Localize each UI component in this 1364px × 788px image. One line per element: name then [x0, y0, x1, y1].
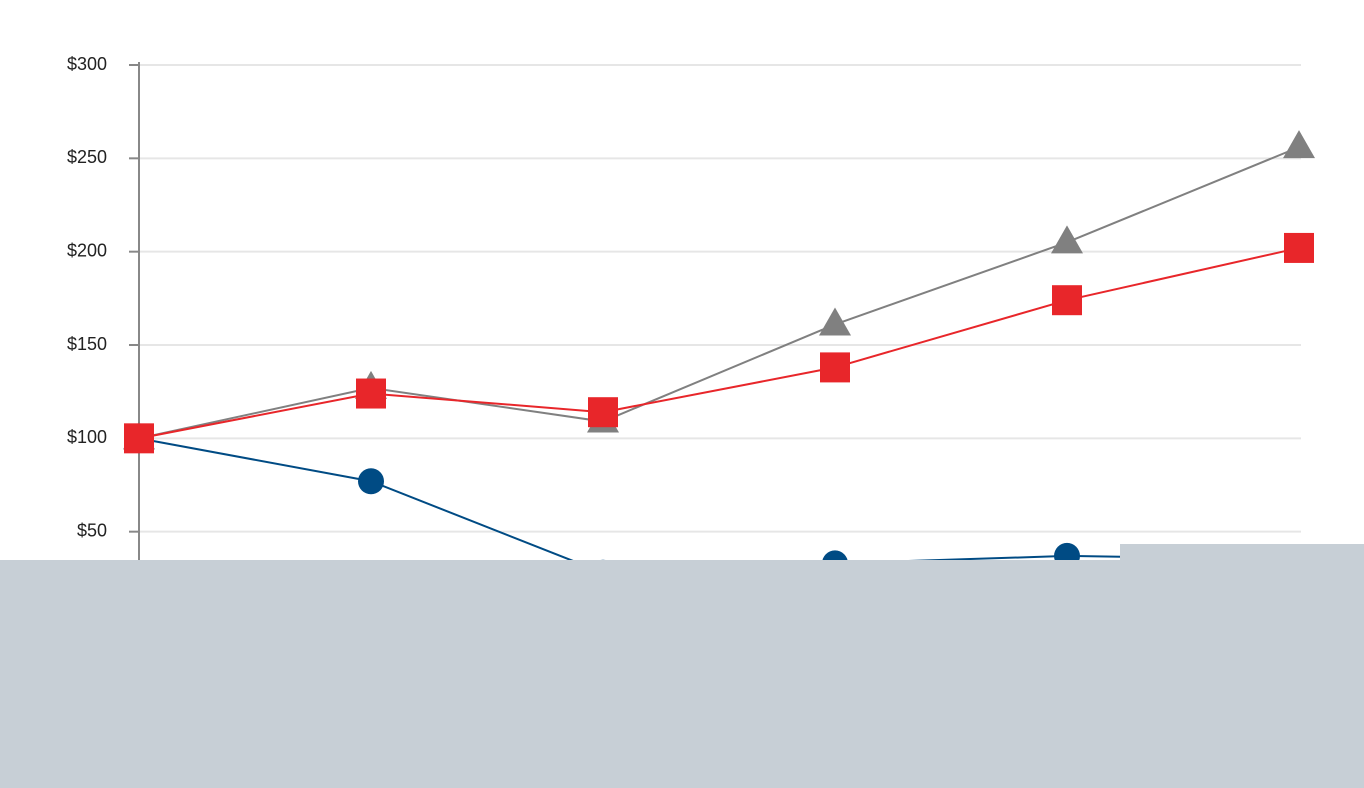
series-line [138, 146, 1300, 440]
y-tick-label: $200 [67, 240, 107, 260]
y-tick-label: $100 [67, 427, 107, 447]
y-tick-label: $150 [67, 334, 107, 354]
overlay-panel [1120, 544, 1364, 788]
point [819, 307, 851, 336]
series-line [138, 246, 1300, 440]
y-tick-label: $300 [67, 54, 107, 74]
point [1052, 285, 1082, 316]
point [1284, 232, 1314, 263]
y-tick-label: $50 [77, 520, 107, 540]
point [588, 397, 618, 428]
point [820, 352, 850, 383]
y-tick-label: $250 [67, 147, 107, 167]
point [1283, 130, 1315, 159]
point [358, 468, 384, 495]
point [1051, 225, 1083, 254]
plot-area: $50 $100 $150 $200 $250 $300 [67, 54, 1315, 625]
point [356, 378, 386, 409]
point [124, 423, 154, 454]
